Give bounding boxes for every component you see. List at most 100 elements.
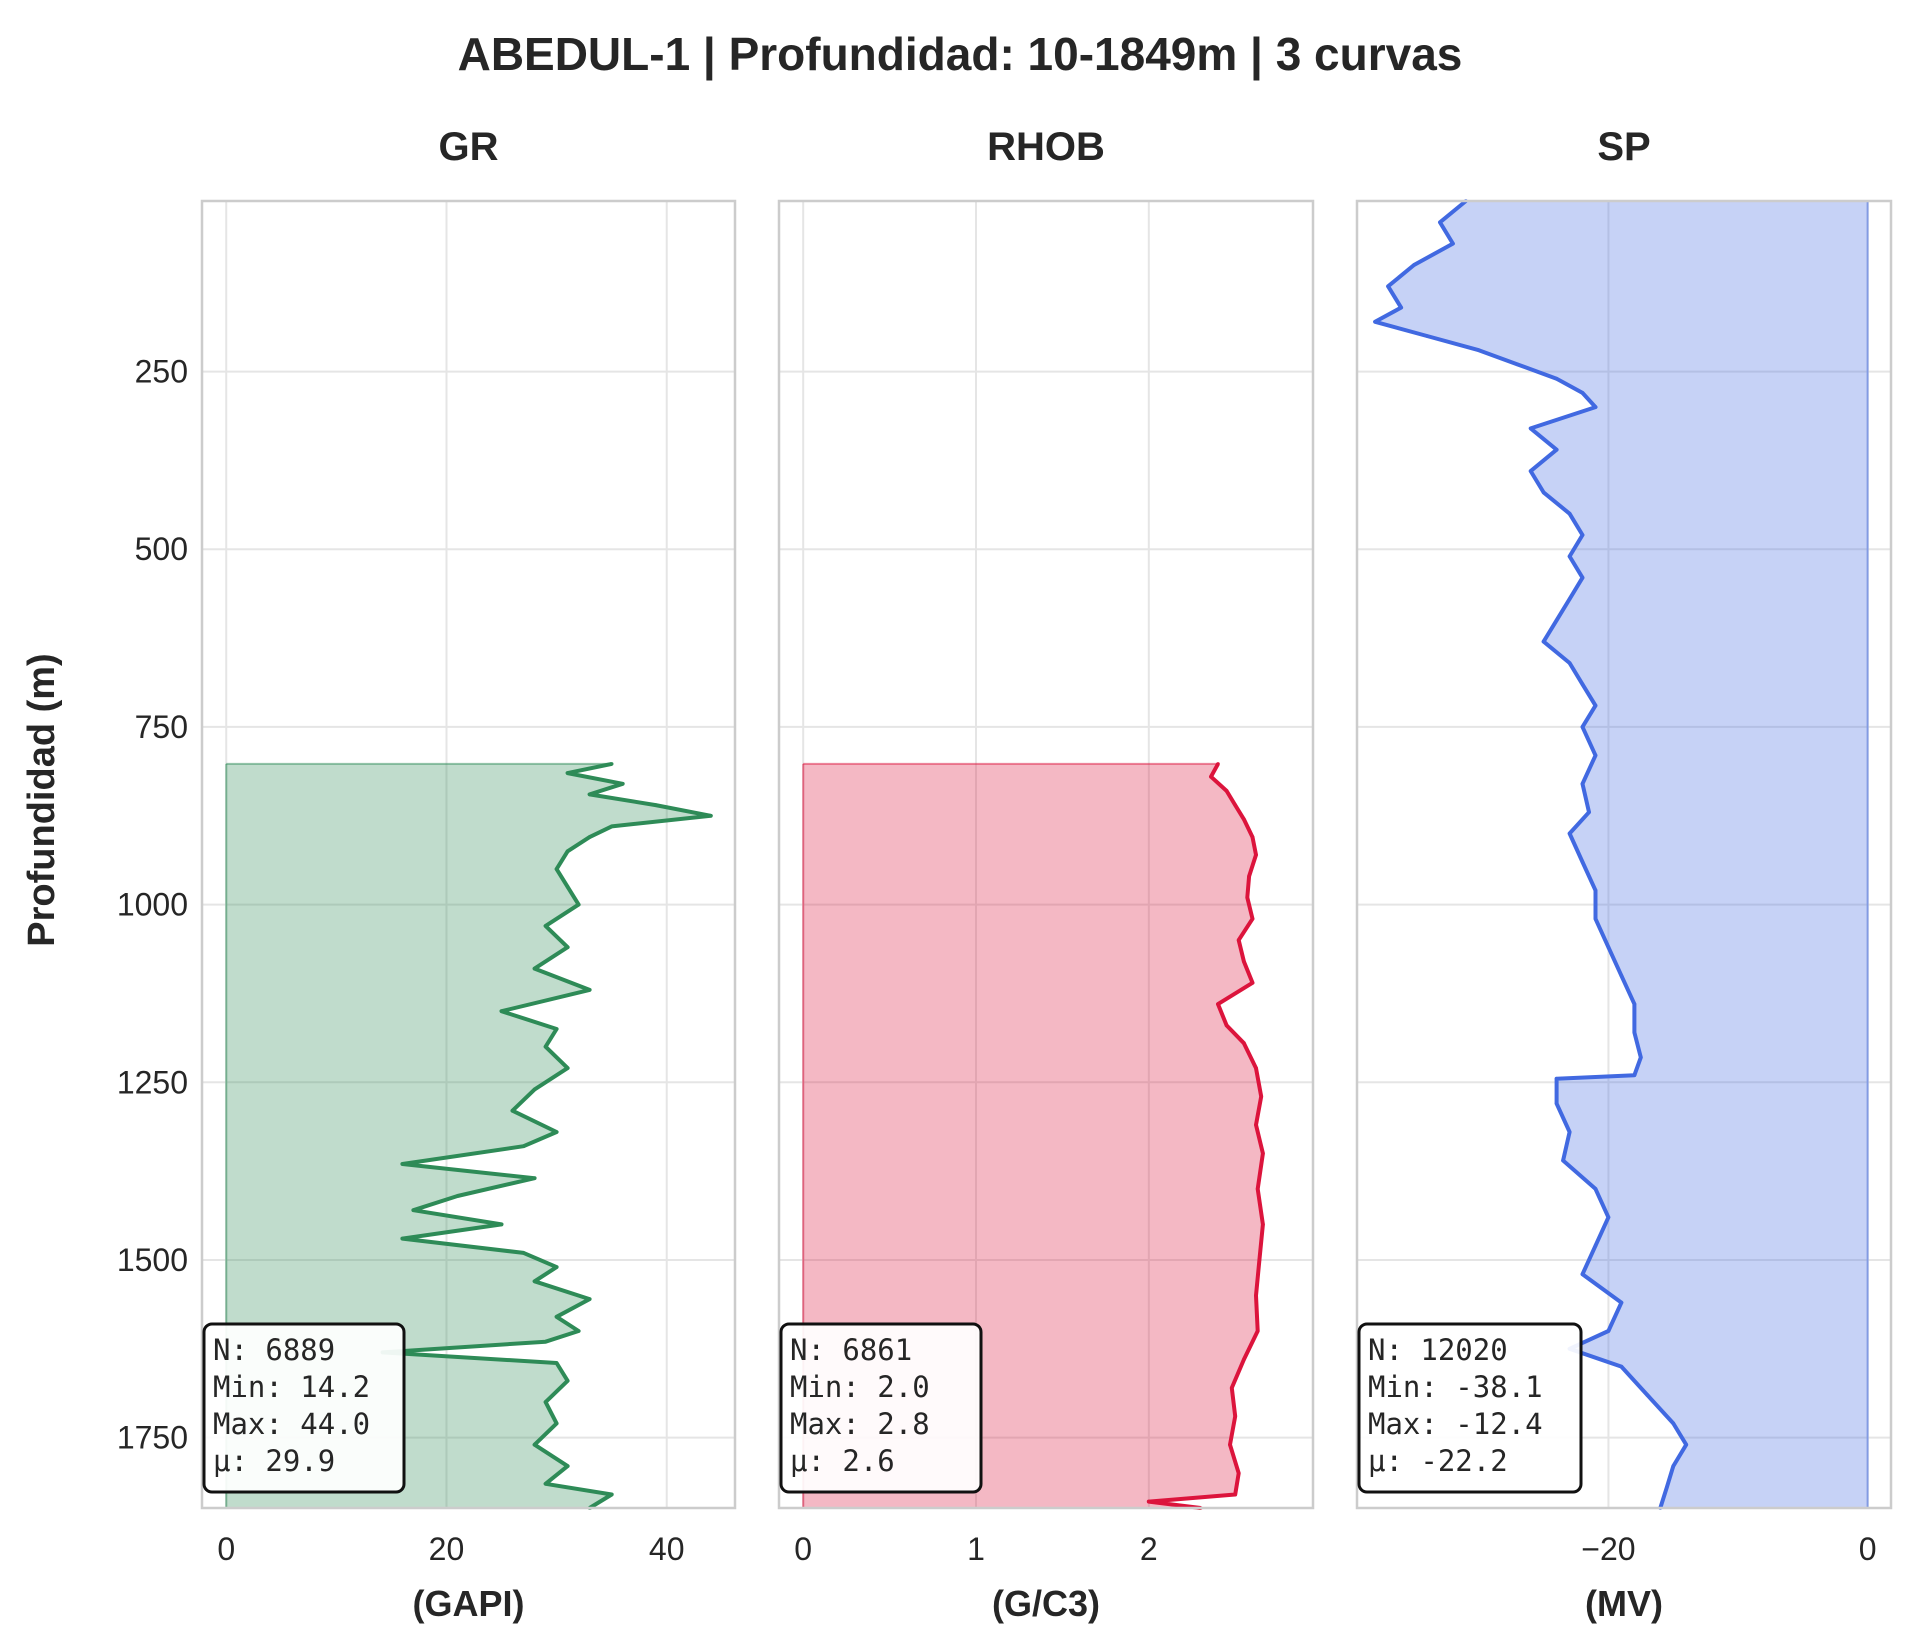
data-point: [554, 1265, 559, 1269]
data-point: [1438, 220, 1442, 225]
x-axis-label: (MV): [1585, 1583, 1663, 1624]
data-point: [1233, 1414, 1237, 1419]
data-point: [1554, 1076, 1559, 1081]
data-point: [1593, 753, 1598, 758]
data-point: [1477, 348, 1481, 353]
data-point: [1593, 1187, 1598, 1191]
data-point: [1451, 241, 1455, 246]
data-point: [565, 945, 570, 949]
x-tick-label: 2: [1140, 1531, 1158, 1567]
fill-area: [226, 763, 711, 1508]
data-point: [1233, 1492, 1237, 1497]
data-point: [1554, 1101, 1559, 1106]
data-point: [554, 1027, 559, 1031]
data-point: [543, 1044, 548, 1049]
stats-line: Min: 2.0: [790, 1370, 930, 1404]
data-point: [521, 1251, 526, 1255]
stats-line: μ: 2.6: [790, 1444, 895, 1478]
stats-line: μ: 29.9: [213, 1444, 335, 1478]
data-point: [1386, 284, 1390, 289]
data-point: [1250, 835, 1255, 839]
data-point: [1684, 1442, 1688, 1447]
track-title: GR: [439, 125, 499, 169]
data-point: [1373, 320, 1377, 324]
stats-box: [202, 1322, 406, 1494]
stats-line: Max: -12.4: [1368, 1407, 1543, 1441]
data-point: [1671, 1464, 1676, 1468]
data-point: [1247, 874, 1251, 878]
data-point: [1619, 973, 1624, 978]
data-point: [543, 1400, 548, 1404]
x-tick-label: 1: [967, 1531, 985, 1567]
data-point: [609, 1492, 614, 1497]
data-point: [543, 1482, 548, 1486]
data-point: [554, 867, 559, 871]
data-point: [1261, 1151, 1265, 1156]
data-point: [1665, 1485, 1669, 1490]
stats-line: N: 6861: [790, 1333, 912, 1367]
y-tick-label: 1750: [117, 1420, 188, 1456]
data-point: [411, 1208, 416, 1212]
data-point: [1228, 1442, 1232, 1447]
data-point: [1567, 511, 1572, 516]
data-point: [1632, 1030, 1637, 1035]
data-point: [1255, 1187, 1260, 1191]
data-point: [1593, 888, 1598, 893]
data-point: [1645, 1393, 1650, 1397]
data-point: [1254, 1123, 1258, 1127]
data-point: [576, 1329, 581, 1333]
data-point: [1580, 575, 1585, 580]
data-point: [1593, 703, 1598, 708]
data-point: [1250, 981, 1255, 985]
data-point: [1567, 661, 1572, 665]
data-point: [400, 1236, 405, 1241]
stats-box: [779, 1322, 983, 1494]
data-point: [1632, 1002, 1637, 1006]
data-point: [1593, 917, 1598, 921]
stats-line: Max: 2.8: [790, 1407, 930, 1441]
data-point: [1425, 334, 1429, 338]
figure-title: ABEDUL-1 | Profundidad: 10-1849m | 3 cur…: [458, 28, 1463, 80]
track-title: RHOB: [987, 125, 1105, 169]
data-point: [1554, 376, 1559, 381]
data-point: [1580, 533, 1585, 537]
data-point: [455, 1194, 460, 1198]
data-point: [565, 1464, 570, 1468]
data-point: [1515, 362, 1520, 367]
data-point: [1580, 782, 1585, 786]
data-point: [1250, 917, 1255, 921]
data-point: [400, 1162, 405, 1166]
data-point: [1236, 938, 1241, 942]
data-point: [510, 1108, 515, 1113]
data-point: [709, 814, 713, 818]
data-point: [1606, 1215, 1611, 1220]
x-axis-label: (GAPI): [413, 1583, 525, 1624]
data-point: [1224, 789, 1229, 793]
stats-line: μ: -22.2: [1368, 1444, 1508, 1478]
data-point: [532, 1176, 537, 1180]
data-point: [620, 782, 625, 786]
stats-line: Min: 14.2: [213, 1370, 370, 1404]
data-point: [1554, 447, 1559, 452]
fill-area: [803, 763, 1263, 1508]
stats-line: Min: -38.1: [1368, 1370, 1543, 1404]
data-point: [565, 1379, 570, 1383]
data-point: [1254, 1293, 1258, 1298]
y-tick-label: 1000: [117, 887, 188, 923]
data-point: [1606, 945, 1611, 949]
data-point: [1619, 1364, 1624, 1369]
data-point: [1147, 1499, 1151, 1504]
y-tick-label: 1250: [117, 1064, 188, 1100]
data-point: [1242, 959, 1246, 964]
data-point: [1242, 1041, 1246, 1045]
data-point: [1593, 405, 1598, 409]
data-point: [1567, 554, 1572, 559]
panel-frame: [1355, 199, 1893, 1510]
data-point: [521, 1144, 526, 1148]
data-point: [532, 1442, 537, 1447]
data-point: [1580, 860, 1585, 864]
x-tick-label: 0: [217, 1531, 235, 1567]
data-point: [1254, 1066, 1258, 1070]
